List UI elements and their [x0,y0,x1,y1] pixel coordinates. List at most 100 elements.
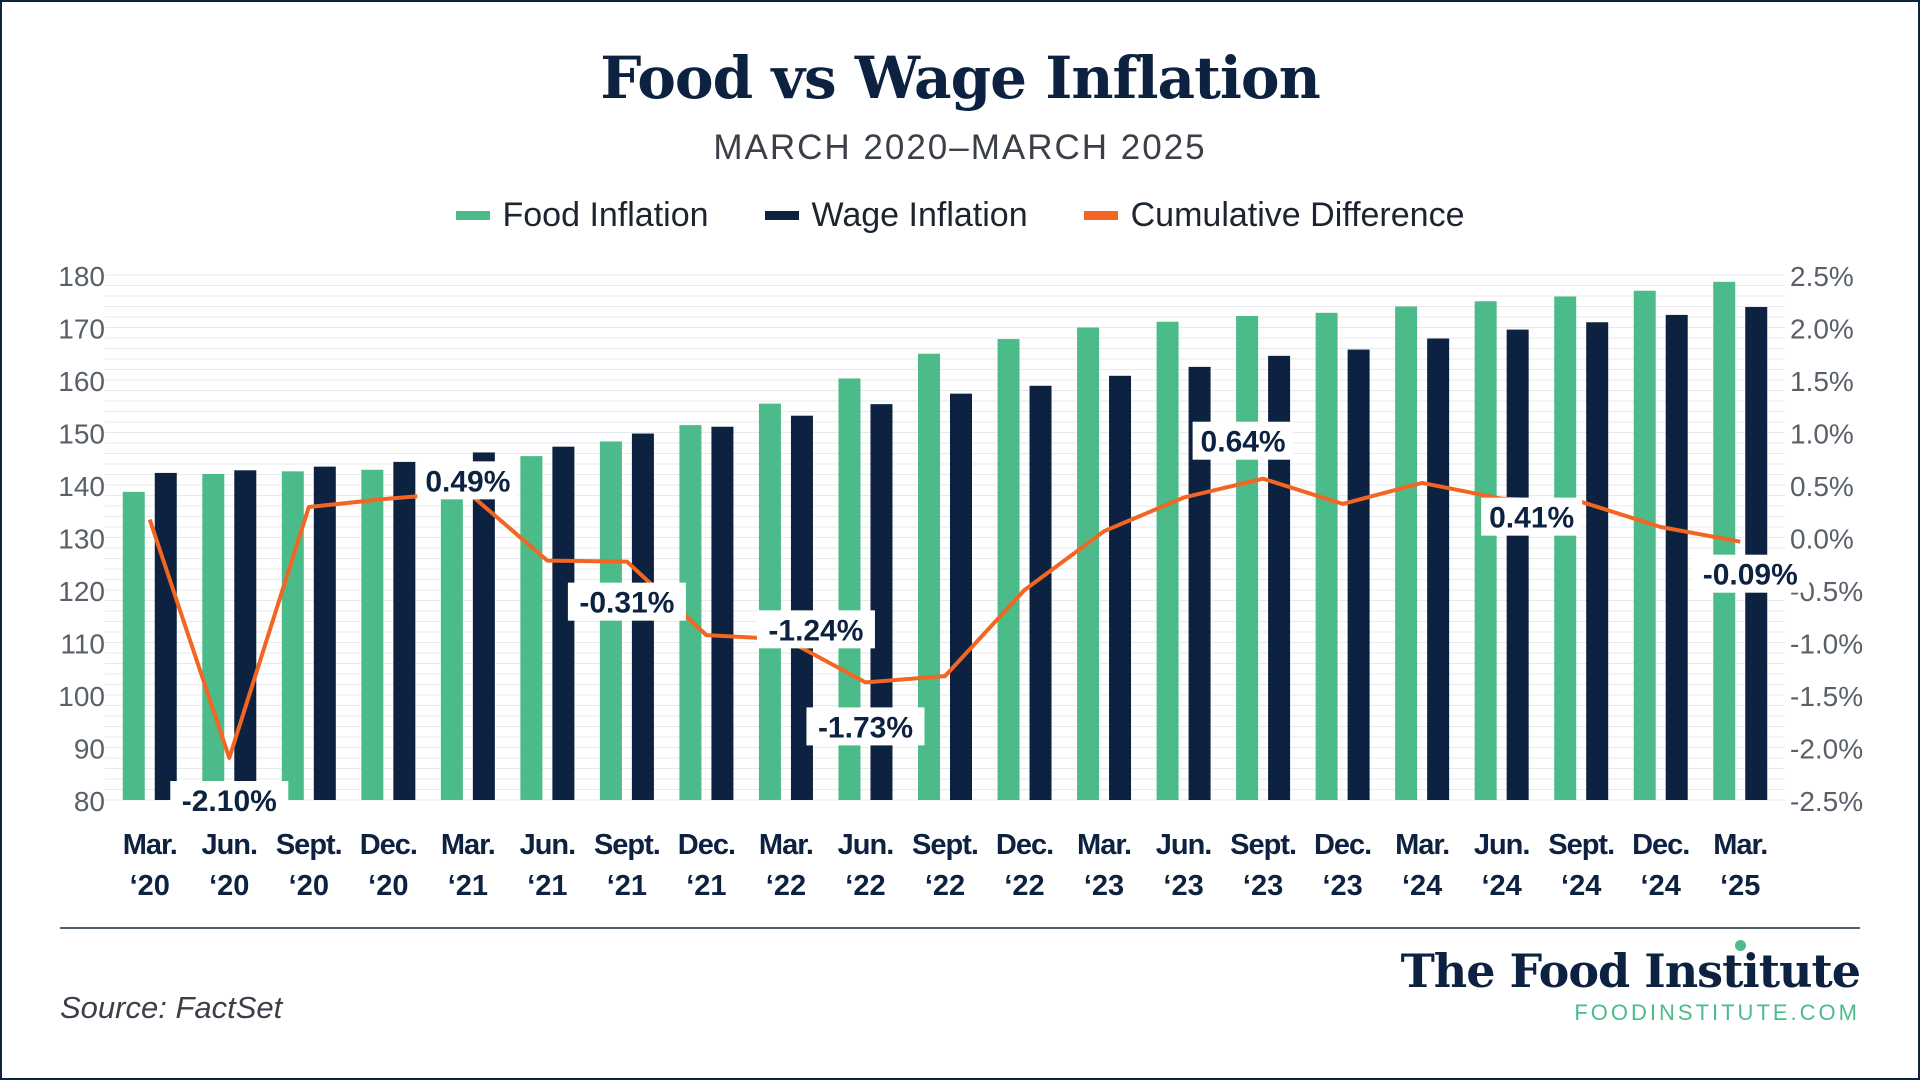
wage-inflation-bar [1188,366,1211,800]
x-axis-tick-label-year: ‘23 [1084,870,1124,902]
data-label: 0.41% [1489,502,1574,535]
left-axis-tick-label: 130 [58,524,105,555]
food-inflation-bar [1236,315,1259,800]
x-axis-tick-label-year: ‘22 [1004,870,1044,902]
x-axis-tick-label-year: ‘24 [1641,870,1681,902]
wage-inflation-bar [154,472,177,800]
left-axis-tick-label: 170 [58,314,105,345]
x-axis-tick-label-year: ‘22 [845,870,885,902]
food-inflation-bar [1633,290,1656,800]
wage-inflation-bar [1268,355,1291,800]
food-inflation-bar [1315,312,1338,800]
brand-dot-icon [1735,940,1746,951]
data-label-box [567,582,686,621]
x-axis-tick-label-year: ‘25 [1720,870,1760,902]
food-inflation-bar [599,441,622,800]
footer-divider [60,927,1860,929]
x-axis-tick-label-month: Mar. [441,829,495,861]
wage-inflation-bar [393,461,416,800]
brand-logo: The Food Institute FOODINSTITUTE.COM [1401,940,1861,1026]
food-inflation-bar [122,491,145,800]
wage-inflation-bar [950,393,972,800]
food-inflation-bar [1554,296,1577,800]
wage-inflation-bar [790,415,813,800]
food-inflation-bar [202,473,225,800]
data-label-box [756,610,875,649]
right-axis-tick-label: -2.0% [1790,734,1863,765]
left-axis-tick-label: 140 [58,471,105,502]
x-axis-tick-label-year: ‘24 [1482,870,1522,902]
food-inflation-bar [361,469,384,800]
wage-inflation-bar [1586,322,1609,800]
data-label-box [1691,554,1810,593]
right-axis-tick-label: -1.0% [1790,629,1863,660]
x-axis-tick-label-year: ‘21 [607,870,647,902]
x-axis-tick-label-month: Jun. [201,829,257,861]
x-axis-tick-label-year: ‘23 [1243,870,1283,902]
x-axis-tick-label-month: Mar. [1713,829,1767,861]
wage-inflation-bar [1745,307,1768,800]
wage-inflation-bar [711,426,734,800]
wage-inflation-bar [472,452,495,800]
data-label-box [1192,421,1294,460]
legend-item-diff: Cumulative Difference [1083,196,1465,235]
right-axis-tick-label: 0.5% [1790,471,1854,502]
left-axis-tick-label: 180 [58,261,105,292]
legend: Food Inflation Wage Inflation Cumulative… [0,196,1920,235]
left-axis-tick-label: 100 [58,681,105,712]
data-label-box [806,707,925,746]
x-axis-tick-label-year: ‘22 [925,870,965,902]
data-label: -0.09% [1703,559,1798,592]
legend-item-food: Food Inflation [455,196,709,235]
food-inflation-bar [679,425,702,800]
food-inflation-bar [1713,281,1736,800]
x-axis-tick-label-year: ‘23 [1322,870,1362,902]
right-axis-tick-label: -1.5% [1790,681,1863,712]
x-axis-tick-label-month: Jun. [838,829,894,861]
left-axis-tick-label: 90 [74,734,105,765]
cumulative-difference-line [147,476,1741,760]
legend-label-wage: Wage Inflation [811,196,1028,234]
wage-inflation-bar [1347,349,1370,800]
wage-inflation-bar [234,470,257,800]
legend-label-diff: Cumulative Difference [1130,196,1465,234]
x-axis-tick-label-month: Dec. [678,829,735,861]
x-axis-tick-label-month: Dec. [360,829,417,861]
x-axis-tick-label-year: ‘20 [289,870,329,902]
right-axis-tick-label: 2.0% [1790,314,1854,345]
right-axis-tick-label: 1.5% [1790,366,1854,397]
x-axis-tick-label-year: ‘20 [130,870,170,902]
x-axis-tick-label-month: Dec. [996,829,1053,861]
x-axis-tick-label-year: ‘24 [1561,870,1601,902]
x-axis-tick-label-month: Dec. [1632,829,1689,861]
x-axis-tick-label-month: Dec. [1314,829,1371,861]
data-label: -1.73% [818,711,913,744]
data-label: -2.10% [182,785,277,818]
data-label: -0.31% [579,587,674,620]
data-label-box [170,781,289,819]
right-axis-tick-label: 0.0% [1790,524,1854,555]
x-axis-tick-label-year: ‘20 [209,870,249,902]
food-inflation-bar [1395,306,1418,800]
food-inflation-bar [440,465,463,800]
legend-swatch-wage [764,211,799,220]
food-inflation-bar [1474,301,1497,800]
x-axis-tick-label-month: Sept. [1230,829,1296,861]
x-axis-tick-label-month: Jun. [520,829,576,861]
wage-inflation-bar [870,404,893,800]
data-label-box [1481,497,1583,536]
left-axis-tick-label: 110 [60,629,105,660]
wage-inflation-bar [1109,375,1132,800]
x-axis-tick-label-month: Jun. [1156,829,1212,861]
food-inflation-bar [918,353,940,800]
source-note: Source: FactSet [60,990,283,1025]
wage-inflation-bar [1665,314,1688,800]
brand-name: The Food Institute [1401,940,1861,998]
x-axis-tick-label-month: Sept. [912,829,978,861]
x-axis-tick-label-year: ‘21 [448,870,488,902]
x-axis-tick-label-month: Mar. [123,829,177,861]
x-axis-tick-label-year: ‘21 [527,870,567,902]
right-axis-tick-label: 1.0% [1790,419,1854,450]
data-label-box [417,461,519,500]
food-inflation-bar [1077,327,1100,800]
